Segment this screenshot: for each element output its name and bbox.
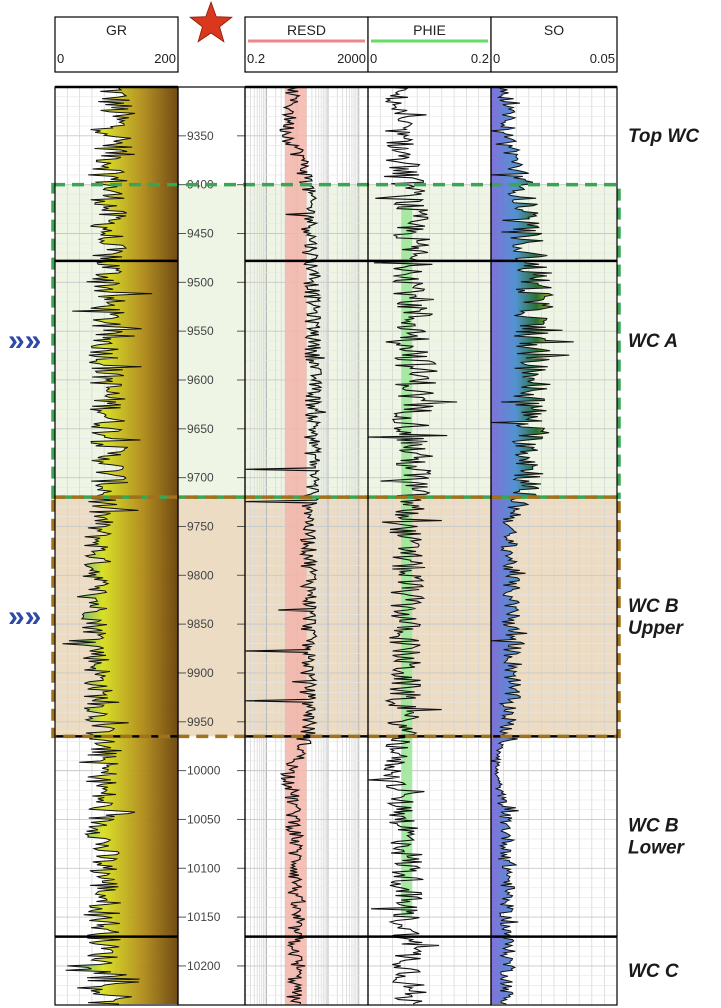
zone-label-0: Top WC — [628, 126, 699, 147]
star-marker — [188, 0, 234, 43]
resd-header — [244, 16, 369, 73]
phie-curve — [367, 86, 458, 1005]
depth-label: 9500 — [187, 275, 214, 289]
zone-label-line: WC B — [628, 596, 679, 617]
zone-label-line: Top WC — [628, 126, 699, 147]
so-track-frame — [490, 86, 618, 1006]
depth-label: 9850 — [187, 617, 214, 631]
zone-label-line: WC A — [628, 331, 678, 352]
zone-label-line: WC B — [628, 816, 679, 837]
depth-label: 9400 — [187, 178, 214, 192]
zone-label-line: Upper — [628, 618, 685, 639]
gr-scale-max: 200 — [154, 51, 176, 66]
depth-label: 10200 — [187, 959, 221, 973]
resd-track-name: RESD — [287, 22, 326, 38]
depth-label: 9350 — [187, 129, 214, 143]
chevron-marker: »» — [8, 324, 41, 357]
depth-label: 10050 — [187, 812, 221, 826]
depth-label: 9950 — [187, 715, 214, 729]
depth-label: 9700 — [187, 471, 214, 485]
depth-label: 10000 — [187, 764, 221, 778]
depth-label: 9650 — [187, 422, 214, 436]
gr-scale-min: 0 — [57, 51, 64, 66]
resd-scale-max: 2000 — [337, 51, 366, 66]
depth-label: 9800 — [187, 568, 214, 582]
so-fill — [491, 87, 574, 1005]
gr-curve — [62, 86, 153, 1005]
depth-label: 9600 — [187, 373, 214, 387]
zone-border-1 — [51, 495, 621, 739]
phie-header — [367, 16, 492, 73]
depth-label: 9900 — [187, 666, 214, 680]
resd-curve — [245, 86, 326, 1005]
zone-label-4: WC C — [628, 961, 679, 982]
depth-label: 9750 — [187, 519, 214, 533]
so-header — [490, 16, 618, 73]
gr-track-name: GR — [106, 22, 127, 38]
depth-label: 9450 — [187, 226, 214, 240]
phie-track-name: PHIE — [413, 22, 446, 38]
gr-header — [54, 16, 179, 73]
gr-fill — [62, 87, 178, 1005]
so-scale-max: 0.05 — [590, 51, 615, 66]
phie-fill — [401, 204, 413, 918]
so-scale-min: 0 — [493, 51, 500, 66]
zone-label-1: WC A — [628, 331, 678, 352]
zone-border-0 — [51, 182, 621, 499]
depth-label: 9550 — [187, 324, 214, 338]
depth-label: 10150 — [187, 910, 221, 924]
zone-label-line: WC C — [628, 961, 679, 982]
phie-scale-min: 0 — [370, 51, 377, 66]
so-track-name: SO — [544, 22, 564, 38]
depth-label: 10100 — [187, 861, 221, 875]
phie-scale-max: 0.2 — [471, 51, 489, 66]
resd-cutoff-band — [285, 87, 307, 1005]
zone-label-line: Lower — [628, 838, 686, 859]
resd-scale-min: 0.2 — [247, 51, 265, 66]
chevron-marker: »» — [8, 600, 41, 633]
so-curve — [490, 86, 574, 1005]
